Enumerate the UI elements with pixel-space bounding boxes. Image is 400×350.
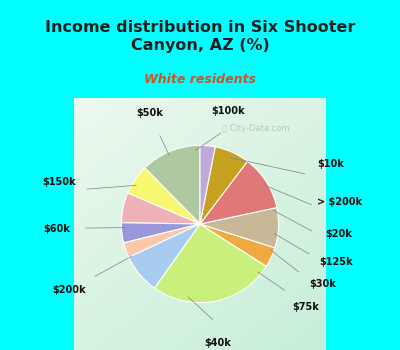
Text: White residents: White residents xyxy=(144,73,256,86)
Wedge shape xyxy=(155,224,266,303)
Wedge shape xyxy=(200,208,279,248)
Text: $100k: $100k xyxy=(212,106,245,116)
Text: $150k: $150k xyxy=(42,177,76,187)
Text: $30k: $30k xyxy=(310,280,336,289)
Text: $40k: $40k xyxy=(205,338,232,348)
Wedge shape xyxy=(129,224,200,288)
Text: $200k: $200k xyxy=(52,285,86,294)
Text: $75k: $75k xyxy=(292,302,319,312)
Text: Income distribution in Six Shooter
Canyon, AZ (%): Income distribution in Six Shooter Canyo… xyxy=(45,20,355,53)
Wedge shape xyxy=(124,224,200,257)
Text: $20k: $20k xyxy=(326,229,352,239)
Wedge shape xyxy=(200,161,277,224)
Wedge shape xyxy=(200,224,275,266)
Wedge shape xyxy=(121,193,200,224)
Text: ⓘ City-Data.com: ⓘ City-Data.com xyxy=(222,124,289,133)
Text: > $200k: > $200k xyxy=(316,197,362,207)
Wedge shape xyxy=(200,145,215,224)
Text: $125k: $125k xyxy=(319,257,353,267)
Text: $50k: $50k xyxy=(136,108,163,118)
Wedge shape xyxy=(121,223,200,243)
Text: $10k: $10k xyxy=(318,159,344,168)
Text: $60k: $60k xyxy=(44,224,70,234)
Wedge shape xyxy=(200,147,248,224)
Wedge shape xyxy=(145,145,200,224)
Wedge shape xyxy=(128,168,200,224)
